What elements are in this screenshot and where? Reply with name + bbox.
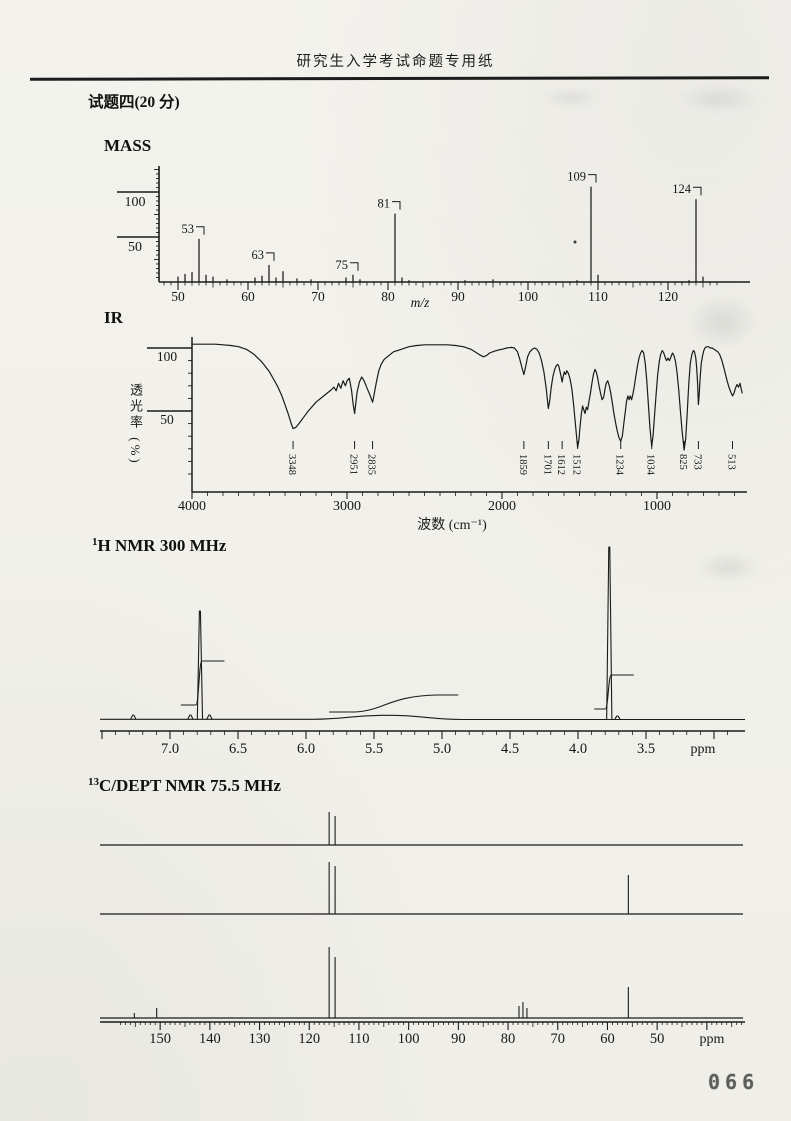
mass-xaxis-label: m/z — [410, 295, 430, 310]
header-rule — [29, 76, 770, 81]
scan-smudge — [696, 552, 760, 582]
mass-peaks — [177, 186, 704, 282]
svg-text:110: 110 — [588, 289, 608, 304]
svg-text:825: 825 — [677, 454, 688, 470]
svg-text:6.0: 6.0 — [297, 741, 315, 757]
svg-text:1034: 1034 — [645, 454, 656, 476]
svg-text:109: 109 — [567, 170, 586, 184]
svg-text:4.5: 4.5 — [501, 741, 519, 757]
svg-text:2835: 2835 — [366, 454, 377, 475]
svg-text:70: 70 — [551, 1031, 566, 1047]
svg-text:50: 50 — [160, 412, 174, 427]
ir-xaxis-label: 波数 (cm⁻¹) — [417, 518, 487, 533]
svg-text:733: 733 — [691, 454, 702, 470]
svg-text:1512: 1512 — [571, 454, 582, 475]
svg-text:3.5: 3.5 — [637, 741, 655, 757]
svg-text:63: 63 — [252, 248, 265, 262]
h1-peaks — [130, 546, 621, 720]
svg-text:1701: 1701 — [541, 454, 552, 475]
ir-spectrum: 4000 3000 2000 1000 100 50 3348 2951 2835 1859 170… — [147, 337, 747, 513]
svg-text:53: 53 — [182, 222, 195, 236]
page-header-title: 研究生入学考试命题专用纸 — [296, 54, 495, 70]
scan-smudge — [688, 296, 758, 348]
svg-text:ppm: ppm — [700, 1032, 725, 1047]
svg-text:7.0: 7.0 — [161, 741, 179, 757]
mass-axis: 50 60 70 80 90 100 110 120 100 50 — [117, 166, 750, 304]
svg-text:124: 124 — [672, 182, 692, 196]
question-title: 试题四(20 分) — [88, 94, 180, 111]
ir-section-title: IR — [104, 308, 123, 327]
svg-text:6.5: 6.5 — [229, 741, 247, 757]
svg-text:75: 75 — [336, 258, 349, 272]
svg-text:90: 90 — [451, 1031, 466, 1047]
svg-text:90: 90 — [451, 289, 465, 304]
svg-text:ppm: ppm — [691, 742, 716, 757]
c13-dept-nmr-spectrum: 150 140 130 120 110 100 90 80 70 60 50 ppm — [100, 812, 745, 1047]
mass-peak-labels: 53 63 75 81 109 124 — [182, 170, 702, 272]
svg-text:80: 80 — [501, 1031, 516, 1047]
svg-text:2000: 2000 — [488, 499, 516, 513]
svg-text:1612: 1612 — [555, 454, 566, 475]
h1-axis: 7.0 6.5 6.0 5.5 5.0 4.5 4.0 3.5 ppm — [100, 730, 745, 757]
svg-text:81: 81 — [378, 197, 391, 211]
svg-text:1000: 1000 — [643, 499, 671, 513]
svg-text:3000: 3000 — [333, 499, 361, 513]
svg-text:4000: 4000 — [178, 499, 206, 513]
svg-text:5.5: 5.5 — [365, 741, 383, 757]
svg-text:3348: 3348 — [286, 454, 297, 475]
page-number-stamp: 066 — [708, 1070, 760, 1094]
c13nmr-title-superscript: 13 — [88, 776, 99, 788]
h1-integral-curves — [180, 660, 634, 713]
c13nmr-section-title: 13C/DEPT NMR 75.5 MHz — [88, 776, 281, 796]
ir-axis: 4000 3000 2000 1000 100 50 — [147, 337, 747, 513]
svg-text:100: 100 — [157, 349, 178, 364]
h1nmr-section-title: 1H NMR 300 MHz — [92, 536, 226, 556]
svg-text:100: 100 — [518, 289, 539, 304]
svg-text:130: 130 — [249, 1031, 271, 1047]
svg-text:2951: 2951 — [348, 454, 359, 475]
ir-transmittance-curve — [192, 343, 743, 451]
h1nmr-title-text: H NMR 300 MHz — [97, 536, 227, 555]
svg-text:100: 100 — [125, 195, 146, 210]
c13-axis: 150 140 130 120 110 100 90 80 70 60 50 ppm — [100, 1021, 745, 1047]
svg-text:5.0: 5.0 — [433, 741, 451, 757]
mass-spectrum: 50 60 70 80 90 100 110 120 100 50 53 63 75 81 109 124 — [117, 166, 750, 304]
svg-text:4.0: 4.0 — [569, 741, 587, 757]
h1-baseline — [100, 714, 745, 721]
svg-text:100: 100 — [398, 1031, 420, 1047]
svg-text:1234: 1234 — [614, 454, 625, 476]
svg-text:513: 513 — [725, 454, 736, 470]
svg-text:150: 150 — [149, 1031, 171, 1047]
scan-speck — [573, 240, 577, 244]
svg-text:120: 120 — [298, 1031, 320, 1047]
svg-text:70: 70 — [311, 289, 325, 304]
mass-section-title: MASS — [104, 136, 152, 155]
scan-smudge — [540, 90, 600, 106]
c13-trace-DEPT-90 — [100, 812, 743, 846]
c13-trace-DEPT-135 — [100, 862, 743, 915]
h1nmr-title-superscript: 1 — [92, 536, 98, 548]
ir-yaxis-label: 透光率 (%) — [128, 383, 143, 466]
scan-smudge — [676, 86, 760, 112]
svg-text:1859: 1859 — [517, 454, 528, 475]
svg-text:80: 80 — [381, 289, 395, 304]
c13-trace-13C — [100, 947, 743, 1019]
ir-band-labels: 3348 2951 2835 1859 1701 1612 1512 1234 1034 825 7… — [286, 441, 736, 476]
c13nmr-title-text: C/DEPT NMR 75.5 MHz — [99, 776, 281, 795]
h1-nmr-spectrum: 7.0 6.5 6.0 5.5 5.0 4.5 4.0 3.5 ppm — [100, 546, 745, 757]
svg-text:50: 50 — [128, 240, 142, 255]
svg-text:120: 120 — [658, 289, 679, 304]
svg-text:60: 60 — [241, 289, 255, 304]
svg-text:60: 60 — [600, 1031, 615, 1047]
svg-text:50: 50 — [171, 289, 185, 304]
svg-text:50: 50 — [650, 1031, 665, 1047]
svg-text:140: 140 — [199, 1031, 221, 1047]
svg-text:110: 110 — [348, 1031, 369, 1047]
